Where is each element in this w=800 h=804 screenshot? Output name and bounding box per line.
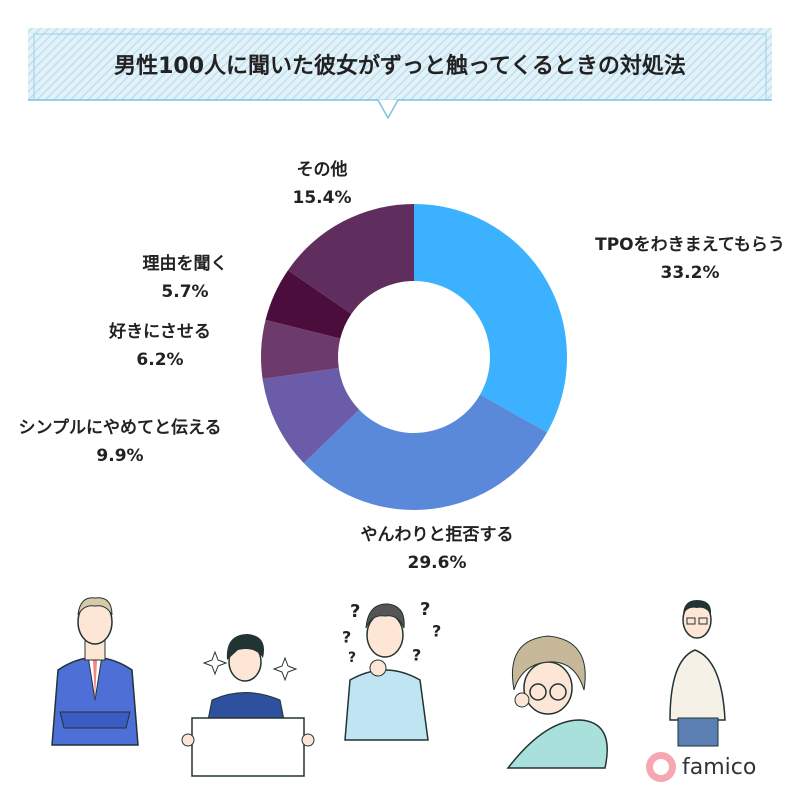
slice-value-label: 29.6% [408,553,467,573]
illustration-thinking-man: ?? ?? ?? [342,599,441,741]
illustration-man-with-board [181,634,315,777]
illustration-woman-glasses [506,635,608,769]
donut-slice [414,204,567,433]
slice-value-label: 6.2% [136,350,183,370]
svg-text:?: ? [420,599,430,620]
brand-logo: famico [646,752,756,782]
slice-value-label: 33.2% [661,263,720,283]
slice-label: シンプルにやめてと伝える [19,417,222,438]
svg-text:?: ? [348,650,356,666]
svg-text:?: ? [350,601,360,622]
slice-label: やんわりと拒否する [361,524,514,545]
chart-title: 男性100人に聞いた彼女がずっと触ってくるときの対処法 [114,53,686,79]
donut-slice [303,394,548,511]
svg-text:?: ? [432,622,441,641]
slice-label: 理由を聞く [143,253,228,274]
title-banner: 男性100人に聞いた彼女がずっと触ってくるときの対処法 [28,28,772,120]
donut [261,204,567,511]
slice-value-label: 9.9% [96,446,143,466]
slice-label: その他 [297,159,348,180]
illustration-young-man [669,600,726,747]
slice-label: TPOをわきまえてもらう [595,235,785,255]
brand-name: famico [682,755,756,780]
slice-value-label: 15.4% [293,188,352,208]
donut-slice [287,204,414,314]
svg-text:?: ? [412,646,421,665]
donut-slice [265,270,352,339]
donut-slice [261,319,341,380]
slice-label: 好きにさせる [108,321,211,342]
svg-text:?: ? [342,628,351,647]
illustration-businessman [51,597,139,746]
slice-value-label: 5.7% [161,282,208,302]
donut-slice [262,367,360,464]
